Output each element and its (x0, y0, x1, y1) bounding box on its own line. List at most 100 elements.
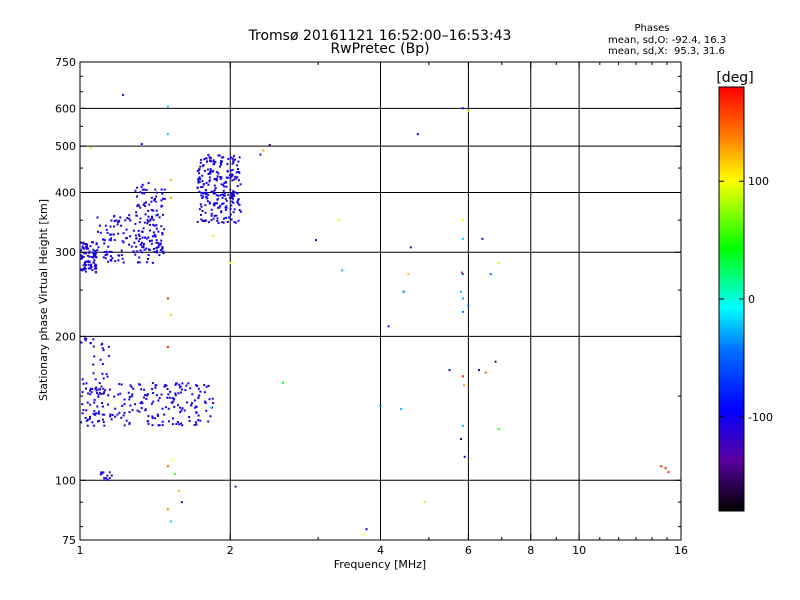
data-point (139, 249, 142, 252)
data-point (128, 217, 131, 220)
data-point (109, 225, 112, 228)
data-point (141, 230, 144, 233)
data-point (158, 254, 161, 257)
x-axis-ticks: 1 2 4 6 8 10 16 (77, 62, 688, 557)
data-point (222, 202, 225, 205)
data-point (151, 388, 154, 390)
data-point (160, 188, 163, 191)
data-point (121, 240, 124, 243)
data-point (208, 202, 211, 205)
data-point (232, 197, 234, 200)
data-point (158, 243, 161, 246)
data-point (81, 403, 84, 406)
data-point (193, 424, 196, 426)
data-point (100, 343, 103, 346)
data-point (93, 250, 96, 253)
data-point (103, 239, 106, 242)
data-point (91, 241, 94, 244)
data-point (148, 229, 151, 232)
data-point (80, 249, 83, 252)
data-point (181, 382, 184, 385)
data-point (117, 259, 120, 262)
data-point (109, 413, 112, 416)
data-point (238, 156, 241, 159)
data-point (146, 394, 148, 397)
data-point (232, 195, 235, 198)
data-point (108, 238, 111, 241)
data-point (461, 237, 464, 240)
data-point (135, 211, 138, 214)
data-point (130, 395, 133, 398)
data-point (224, 208, 227, 211)
data-point (202, 183, 205, 186)
data-point (163, 188, 166, 191)
data-point (200, 213, 202, 216)
data-point (467, 110, 470, 113)
data-point (91, 388, 94, 391)
data-point (81, 245, 84, 248)
data-point (164, 406, 167, 409)
colorbar-tick-label: 100 (748, 175, 769, 188)
data-point (219, 194, 222, 197)
data-point (167, 393, 170, 396)
data-point (105, 477, 108, 480)
data-point (461, 310, 464, 313)
data-point (140, 407, 143, 409)
data-point (90, 391, 93, 394)
data-point (481, 237, 484, 240)
data-point (166, 508, 169, 511)
data-point (218, 206, 221, 209)
data-point (216, 202, 218, 205)
data-point (99, 231, 102, 234)
data-point (128, 396, 131, 398)
data-point (92, 412, 95, 415)
data-point (155, 227, 158, 230)
data-point (94, 252, 97, 255)
data-point (92, 363, 95, 366)
data-point (341, 269, 344, 272)
y-tick-label: 200 (55, 330, 76, 343)
data-point (103, 391, 106, 394)
data-point (174, 383, 177, 386)
data-point (119, 216, 122, 219)
data-point (151, 424, 154, 427)
data-point (207, 193, 210, 196)
colorbar-ticks: 100 0 -100 (719, 175, 773, 424)
data-point (87, 247, 90, 250)
data-point (141, 192, 144, 195)
data-point (107, 245, 110, 248)
data-point (167, 407, 170, 410)
data-point (155, 214, 158, 217)
data-point (166, 133, 169, 136)
data-point (109, 239, 112, 242)
data-point (143, 202, 146, 205)
data-point (175, 382, 178, 385)
data-point (230, 194, 233, 197)
data-point (160, 393, 163, 396)
data-point (213, 214, 216, 217)
data-point (82, 255, 85, 258)
data-point (205, 409, 208, 412)
data-point (222, 193, 225, 196)
data-point (91, 269, 94, 272)
stats-line-o: mean, sd,O: -92.4, 16.3 (608, 35, 726, 46)
data-point (156, 413, 159, 416)
chart-subtitle: RwPretec (Bp) (330, 41, 429, 57)
data-point (93, 355, 96, 358)
data-point (87, 392, 90, 395)
data-point (185, 384, 188, 387)
data-point (195, 384, 198, 387)
data-point (80, 254, 83, 257)
data-point (109, 233, 112, 236)
data-point (138, 235, 141, 237)
data-point (191, 393, 194, 396)
data-point (174, 392, 177, 395)
data-point (216, 219, 219, 222)
x-tick-label: 4 (377, 544, 384, 557)
data-point (216, 217, 219, 220)
data-point (235, 177, 238, 180)
data-point (152, 209, 155, 212)
data-point (196, 385, 199, 387)
data-point (214, 178, 217, 180)
data-point (217, 194, 220, 197)
